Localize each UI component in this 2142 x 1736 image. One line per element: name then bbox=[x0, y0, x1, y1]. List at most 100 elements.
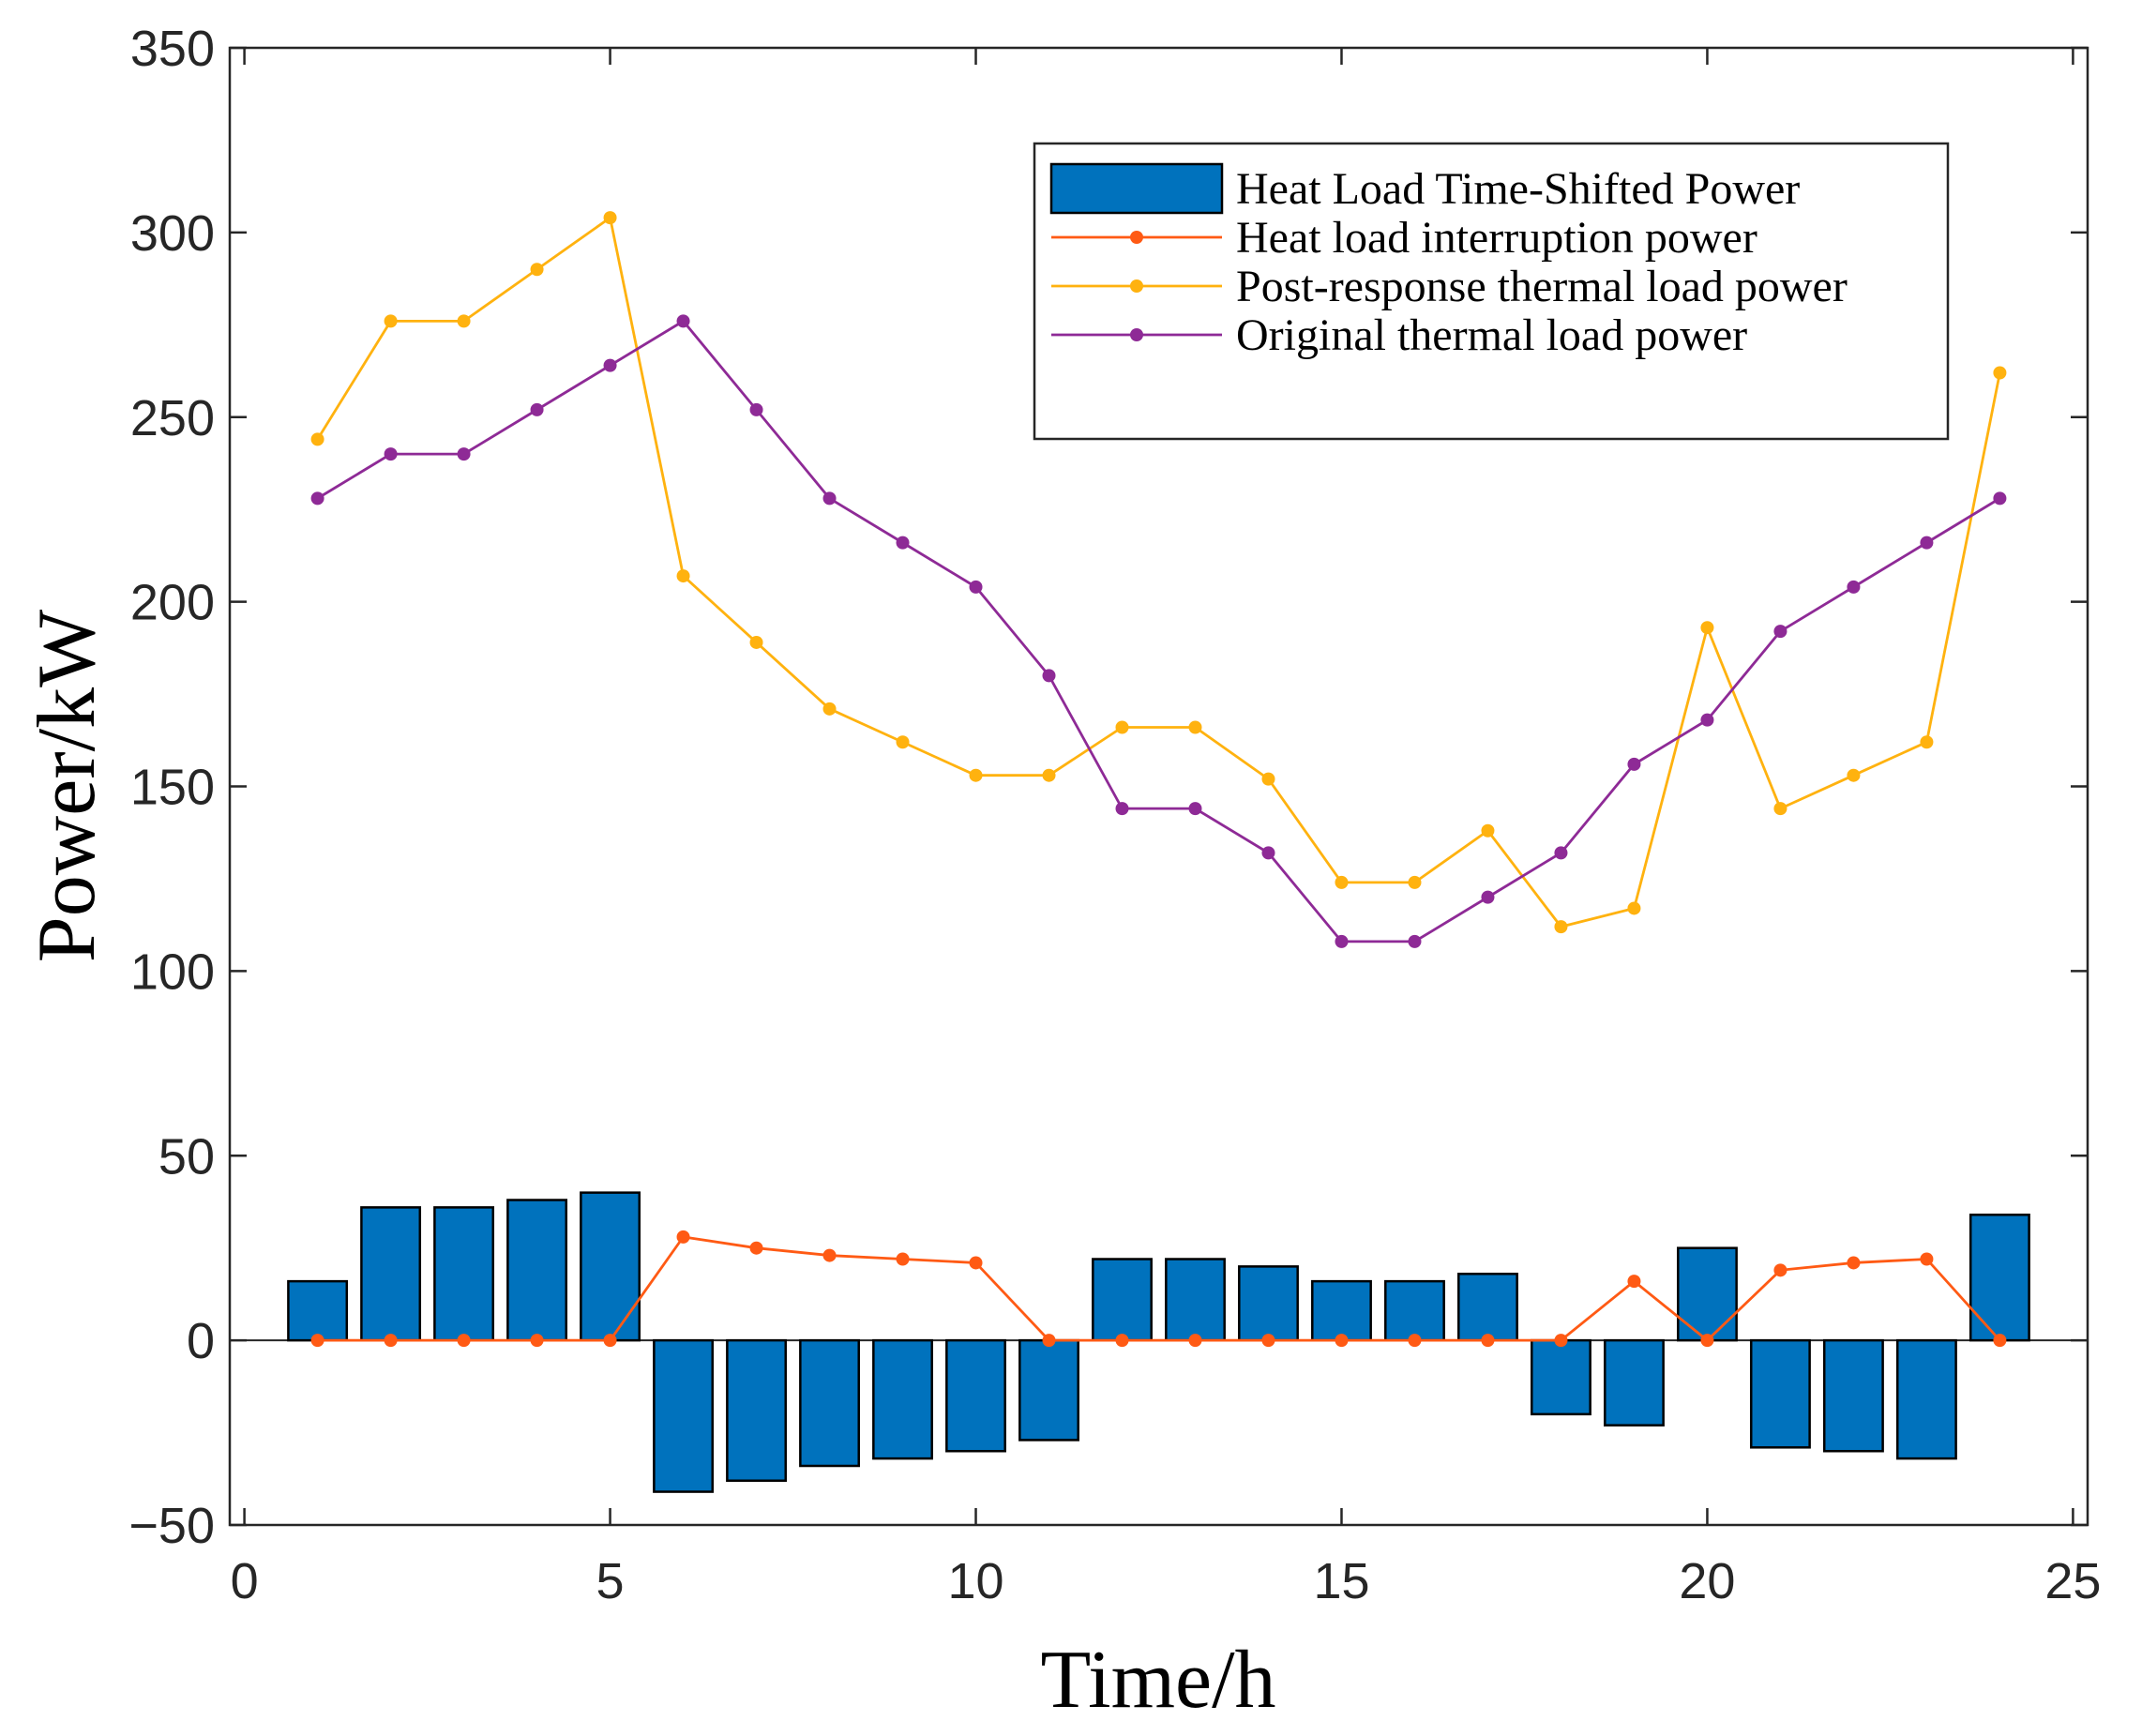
data-point bbox=[384, 314, 398, 328]
data-point bbox=[1115, 720, 1129, 734]
bar bbox=[945, 1338, 1006, 1453]
data-point bbox=[1335, 934, 1349, 948]
bar bbox=[1969, 1214, 2030, 1342]
x-tick-label: 10 bbox=[947, 1553, 1003, 1609]
bar bbox=[1822, 1338, 1884, 1453]
data-point bbox=[1481, 823, 1495, 838]
data-point bbox=[896, 735, 910, 749]
data-point bbox=[1188, 1334, 1202, 1348]
data-point bbox=[749, 635, 763, 649]
data-point bbox=[676, 314, 690, 328]
y-tick-label: 350 bbox=[130, 21, 215, 77]
y-tick-label: 200 bbox=[130, 575, 215, 631]
bar bbox=[1676, 1246, 1738, 1342]
legend-label: Heat load interruption power bbox=[1236, 213, 1757, 263]
x-tick-label: 5 bbox=[596, 1553, 625, 1609]
bar bbox=[1018, 1338, 1079, 1442]
data-point bbox=[1261, 772, 1275, 786]
data-point bbox=[1993, 1334, 2007, 1348]
series-line bbox=[317, 1235, 2001, 1342]
data-point bbox=[1847, 580, 1861, 594]
bar bbox=[433, 1206, 495, 1342]
legend-marker bbox=[1130, 231, 1143, 244]
series-line bbox=[316, 319, 2001, 943]
data-point bbox=[1335, 1334, 1349, 1348]
data-point bbox=[822, 1248, 837, 1262]
bar bbox=[1457, 1273, 1518, 1342]
x-axis-label: Time/h bbox=[1040, 1635, 1275, 1726]
bar bbox=[580, 1191, 641, 1342]
legend-label: Post-response thermal load power bbox=[1236, 262, 1848, 311]
data-point bbox=[603, 358, 617, 372]
bar bbox=[1749, 1338, 1811, 1449]
bar bbox=[799, 1338, 860, 1468]
data-point bbox=[749, 402, 763, 416]
data-point bbox=[1335, 875, 1349, 889]
data-point bbox=[457, 447, 471, 461]
data-point bbox=[1627, 901, 1641, 915]
bar bbox=[360, 1206, 422, 1342]
bar bbox=[287, 1279, 349, 1342]
data-point bbox=[1042, 768, 1056, 782]
legend-marker bbox=[1130, 279, 1143, 293]
data-point bbox=[1261, 1334, 1275, 1348]
data-point bbox=[384, 1334, 398, 1348]
data-point bbox=[603, 211, 617, 225]
data-point bbox=[530, 1334, 544, 1348]
data-point bbox=[896, 1252, 910, 1266]
data-point bbox=[1481, 1334, 1495, 1348]
data-point bbox=[1554, 1334, 1568, 1348]
y-axis-label: Power/kW bbox=[22, 610, 113, 962]
data-point bbox=[603, 1334, 617, 1348]
data-point bbox=[969, 1256, 983, 1270]
bar bbox=[506, 1199, 568, 1342]
y-tick-label: 0 bbox=[187, 1313, 215, 1369]
data-point bbox=[1408, 934, 1422, 948]
x-tick-label: 25 bbox=[2044, 1553, 2101, 1609]
lines bbox=[310, 211, 2007, 1348]
data-point bbox=[1408, 875, 1422, 889]
bar bbox=[1311, 1279, 1372, 1342]
bar bbox=[1384, 1279, 1445, 1342]
data-point bbox=[1773, 1263, 1788, 1277]
legend-label: Heat Load Time-Shifted Power bbox=[1236, 164, 1800, 214]
data-point bbox=[1481, 890, 1495, 904]
y-tick-label: 100 bbox=[130, 943, 215, 1000]
data-point bbox=[1042, 669, 1056, 683]
data-point bbox=[676, 569, 690, 583]
legend-swatch bbox=[1049, 162, 1224, 215]
axis-ticks: 0 5 10 15 20 25 −50 0 50 100 150 200 250 300 350 bbox=[128, 21, 2101, 1609]
bar bbox=[1238, 1265, 1299, 1342]
data-point bbox=[310, 491, 324, 506]
data-point bbox=[457, 314, 471, 328]
data-point bbox=[1115, 802, 1129, 816]
data-point bbox=[310, 432, 324, 446]
data-point bbox=[1993, 366, 2007, 380]
data-point bbox=[749, 1241, 763, 1255]
data-point bbox=[969, 580, 983, 594]
legend-label: Original thermal load power bbox=[1236, 310, 1747, 360]
data-point bbox=[1261, 846, 1275, 860]
data-point bbox=[1920, 1252, 1934, 1266]
data-point bbox=[1847, 768, 1861, 782]
data-point bbox=[1408, 1334, 1422, 1348]
data-point bbox=[822, 702, 837, 716]
data-point bbox=[1554, 920, 1568, 934]
data-point bbox=[1920, 735, 1934, 749]
data-point bbox=[676, 1230, 690, 1244]
data-point bbox=[1847, 1256, 1861, 1270]
data-point bbox=[310, 1334, 324, 1348]
data-point bbox=[1993, 491, 2007, 506]
y-tick-label: 50 bbox=[158, 1128, 215, 1185]
data-point bbox=[1188, 720, 1202, 734]
x-tick-label: 20 bbox=[1679, 1553, 1735, 1609]
data-point bbox=[1627, 1275, 1641, 1289]
x-tick-label: 15 bbox=[1313, 1553, 1369, 1609]
data-point bbox=[822, 491, 837, 506]
bar bbox=[1604, 1338, 1665, 1427]
y-tick-label: 300 bbox=[130, 205, 215, 262]
x-tick-label: 0 bbox=[231, 1553, 259, 1609]
data-point bbox=[1700, 1334, 1714, 1348]
